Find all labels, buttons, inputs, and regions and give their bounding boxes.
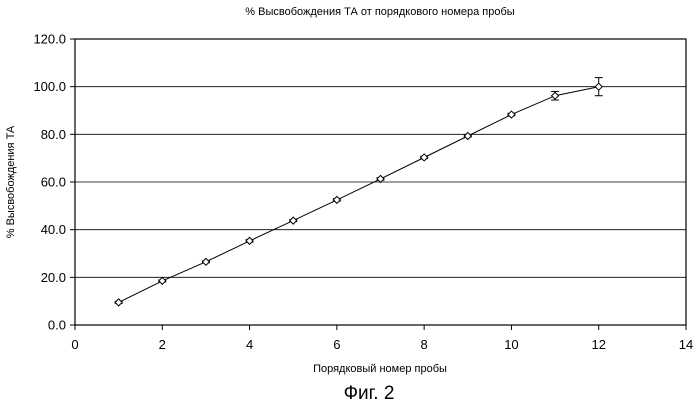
y-tick-label: 100.0 bbox=[33, 79, 66, 94]
x-tick-label: 6 bbox=[333, 337, 340, 352]
figure-caption: Фиг. 2 bbox=[344, 383, 395, 404]
y-tick-label: 20.0 bbox=[41, 270, 66, 285]
y-tick-label: 0.0 bbox=[48, 318, 66, 333]
y-tick-label: 120.0 bbox=[33, 32, 66, 47]
x-tick-label: 8 bbox=[421, 337, 428, 352]
x-tick-label: 14 bbox=[679, 337, 693, 352]
x-tick-label: 2 bbox=[159, 337, 166, 352]
y-tick-label: 80.0 bbox=[41, 127, 66, 142]
x-tick-label: 4 bbox=[246, 337, 253, 352]
chart-title: % Высвобождения ТА от порядкового номера… bbox=[245, 6, 514, 18]
y-tick-label: 60.0 bbox=[41, 175, 66, 190]
y-tick-label: 40.0 bbox=[41, 222, 66, 237]
x-tick-label: 12 bbox=[591, 337, 605, 352]
y-axis-label: % Высвобождения ТА bbox=[5, 125, 17, 238]
x-tick-label: 10 bbox=[504, 337, 518, 352]
x-axis-label: Порядковый номер пробы bbox=[313, 363, 447, 375]
x-tick-label: 0 bbox=[71, 337, 78, 352]
